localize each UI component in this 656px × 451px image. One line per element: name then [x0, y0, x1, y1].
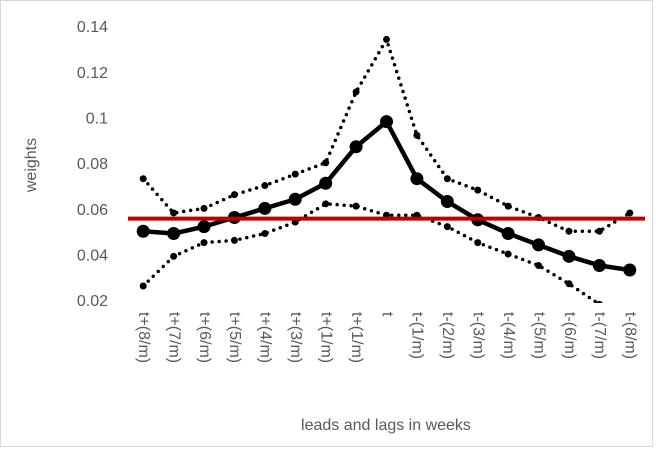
marker: [532, 238, 546, 252]
marker: [200, 204, 208, 212]
x-tick-label: t-(5/m): [530, 312, 547, 359]
marker: [288, 192, 302, 206]
marker: [352, 88, 360, 96]
marker: [504, 202, 512, 210]
marker: [170, 209, 178, 217]
marker: [626, 209, 634, 217]
marker: [596, 300, 603, 303]
marker: [474, 239, 482, 247]
marker: [170, 252, 178, 260]
marker: [200, 239, 208, 247]
marker: [380, 115, 393, 129]
marker: [258, 201, 272, 215]
y-tick-label: 0.04: [77, 248, 108, 265]
marker: [261, 182, 269, 190]
x-tick-label: t-(6/m): [561, 312, 578, 359]
y-tick-label: 0.12: [77, 65, 108, 82]
marker: [413, 131, 421, 139]
y-tick-label: 0.14: [77, 19, 108, 36]
marker: [197, 220, 211, 234]
marker: [136, 224, 150, 238]
marker: [592, 258, 606, 272]
x-tick-label: t+(1/m): [317, 312, 334, 363]
marker: [474, 186, 482, 194]
marker: [349, 140, 363, 154]
marker: [322, 200, 330, 208]
x-tick-label: t+(3/m): [287, 312, 304, 363]
x-tick-label: t-(8/m): [622, 312, 639, 359]
y-tick-label: 0.08: [77, 156, 108, 173]
y-tick-label: 0.1: [86, 111, 108, 128]
y-tick-label: 0.06: [77, 202, 108, 219]
marker: [261, 230, 269, 237]
marker: [230, 191, 238, 199]
marker: [565, 227, 573, 235]
marker: [440, 195, 454, 209]
x-tick-label: t+(1/m): [348, 312, 365, 363]
marker: [562, 249, 576, 263]
marker: [167, 227, 181, 240]
y-tick-label: 0.02: [77, 293, 108, 310]
x-tick-label: t+(7/m): [165, 312, 182, 363]
x-tick-label: t+(6/m): [196, 312, 213, 363]
marker: [623, 263, 637, 277]
marker: [322, 159, 330, 167]
marker: [139, 282, 147, 290]
x-tick-label: t: [378, 312, 395, 317]
marker: [595, 227, 603, 235]
marker: [565, 280, 573, 288]
marker: [535, 261, 543, 269]
marker: [443, 175, 451, 183]
marker: [410, 172, 424, 186]
plot-area: [128, 35, 645, 303]
y-axis-label: weights: [23, 138, 40, 193]
x-tick-label: t-(7/m): [591, 312, 608, 359]
marker: [383, 35, 390, 43]
marker: [230, 236, 238, 244]
marker: [504, 250, 512, 258]
x-tick-label: t+(5/m): [226, 312, 243, 363]
x-tick-label: t-(1/m): [409, 312, 426, 359]
x-tick-label: t+(8/m): [135, 312, 152, 363]
dotted-line: [141, 202, 601, 303]
x-tick-label: t+(4/m): [257, 312, 274, 363]
marker: [139, 175, 147, 183]
x-axis-label: leads and lags in weeks: [301, 417, 471, 434]
x-tick-label: t-(4/m): [500, 312, 517, 359]
marker: [319, 176, 333, 190]
x-tick-label: t-(3/m): [470, 312, 487, 359]
marker: [291, 170, 299, 178]
marker: [501, 227, 515, 240]
marker: [443, 223, 451, 231]
x-tick-label: t-(2/m): [439, 312, 456, 359]
marker: [352, 202, 360, 210]
